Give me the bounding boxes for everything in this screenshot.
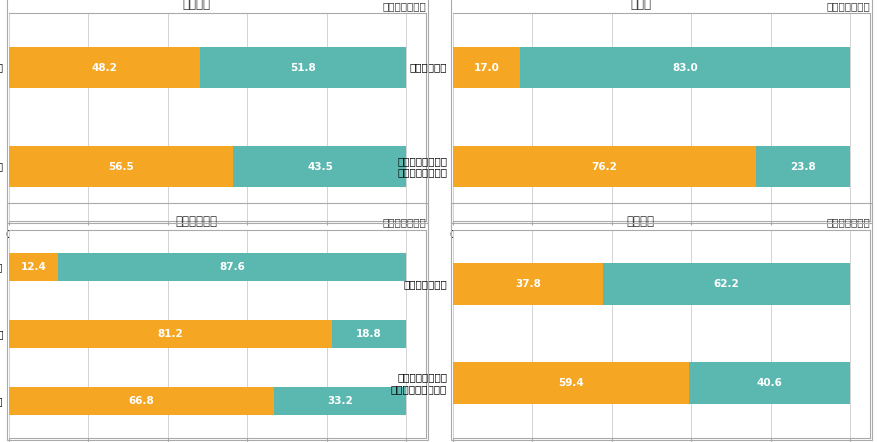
Text: 17.0: 17.0 bbox=[473, 63, 499, 72]
Text: 23.8: 23.8 bbox=[789, 162, 815, 171]
Bar bbox=[9, 146, 234, 187]
Text: 処理期間: 処理期間 bbox=[626, 215, 654, 228]
Text: 87.6: 87.6 bbox=[220, 262, 245, 272]
Text: 本人確認手法: 本人確認手法 bbox=[176, 215, 218, 228]
Bar bbox=[234, 146, 406, 187]
Bar bbox=[755, 146, 849, 187]
Text: 83.0: 83.0 bbox=[672, 63, 697, 72]
Text: 81.2: 81.2 bbox=[157, 329, 183, 339]
Text: 48.2: 48.2 bbox=[91, 63, 118, 72]
Text: コスト: コスト bbox=[630, 0, 651, 11]
Bar bbox=[452, 263, 602, 305]
Bar bbox=[200, 47, 406, 88]
Text: 33.2: 33.2 bbox=[327, 396, 353, 406]
Bar bbox=[331, 320, 406, 348]
Text: 37.8: 37.8 bbox=[515, 279, 540, 289]
Text: 62.2: 62.2 bbox=[713, 279, 738, 289]
Text: 56.5: 56.5 bbox=[108, 162, 133, 171]
Text: （件数ベース）: （件数ベース） bbox=[825, 1, 869, 11]
Bar bbox=[58, 253, 406, 281]
Text: 76.2: 76.2 bbox=[591, 162, 616, 171]
Text: 51.8: 51.8 bbox=[291, 63, 316, 72]
Text: 40.6: 40.6 bbox=[756, 378, 781, 388]
Legend: オンライン件数, 非オンライン件数: オンライン件数, 非オンライン件数 bbox=[547, 263, 691, 282]
Text: 添付書類: 添付書類 bbox=[183, 0, 211, 11]
Bar bbox=[602, 263, 849, 305]
Bar bbox=[9, 47, 200, 88]
Bar bbox=[452, 146, 755, 187]
Text: 66.8: 66.8 bbox=[128, 396, 155, 406]
Bar bbox=[9, 320, 331, 348]
Text: （件数ベース）: （件数ベース） bbox=[825, 217, 869, 228]
Text: （件数ベース）: （件数ベース） bbox=[382, 1, 426, 11]
Text: 18.8: 18.8 bbox=[356, 329, 382, 339]
Text: 43.5: 43.5 bbox=[306, 162, 333, 171]
Bar bbox=[452, 362, 688, 404]
Legend: オンライン件数, 非オンライン件数: オンライン件数, 非オンライン件数 bbox=[104, 263, 248, 282]
Text: 12.4: 12.4 bbox=[20, 262, 47, 272]
Bar bbox=[9, 387, 274, 415]
Bar bbox=[520, 47, 849, 88]
Text: 59.4: 59.4 bbox=[558, 378, 583, 388]
Text: （件数ベース）: （件数ベース） bbox=[382, 217, 426, 228]
Bar bbox=[452, 47, 520, 88]
Bar bbox=[9, 253, 58, 281]
Bar bbox=[688, 362, 849, 404]
Bar bbox=[274, 387, 406, 415]
